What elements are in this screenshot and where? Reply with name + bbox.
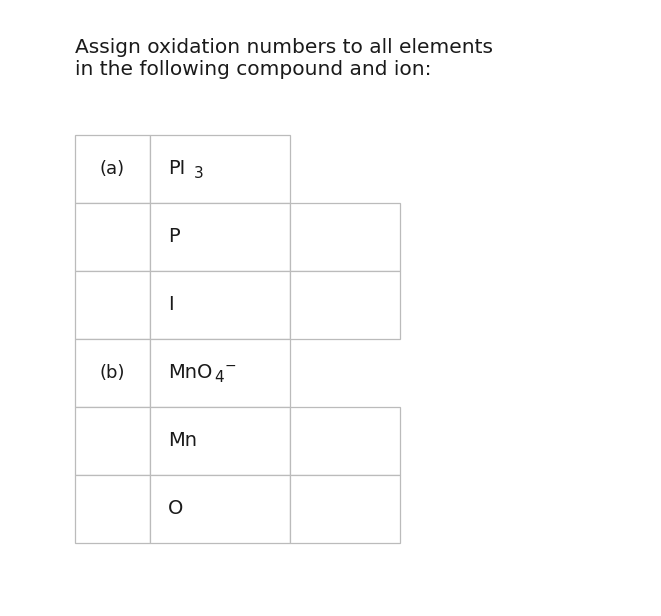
Bar: [75, 271, 150, 339]
Bar: [75, 203, 150, 271]
Bar: [290, 475, 400, 543]
Bar: [150, 271, 290, 339]
Bar: [75, 339, 150, 407]
Bar: [150, 407, 290, 475]
Text: PI: PI: [168, 160, 185, 179]
Text: (a): (a): [100, 160, 125, 178]
Text: (b): (b): [100, 364, 125, 382]
Text: in the following compound and ion:: in the following compound and ion:: [75, 60, 432, 79]
Bar: [75, 475, 150, 543]
Text: Assign oxidation numbers to all elements: Assign oxidation numbers to all elements: [75, 38, 493, 57]
Text: P: P: [168, 227, 180, 246]
Bar: [75, 407, 150, 475]
Text: MnO: MnO: [168, 363, 212, 383]
Bar: [290, 407, 400, 475]
Text: 3: 3: [194, 166, 204, 182]
Text: −: −: [225, 359, 237, 373]
Bar: [150, 135, 290, 203]
Bar: [290, 203, 400, 271]
Bar: [150, 475, 290, 543]
Text: I: I: [168, 296, 174, 315]
Bar: [150, 203, 290, 271]
Bar: [290, 271, 400, 339]
Bar: [150, 339, 290, 407]
Text: Mn: Mn: [168, 431, 197, 450]
Text: O: O: [168, 500, 183, 519]
Bar: [75, 135, 150, 203]
Text: 4: 4: [214, 370, 223, 386]
